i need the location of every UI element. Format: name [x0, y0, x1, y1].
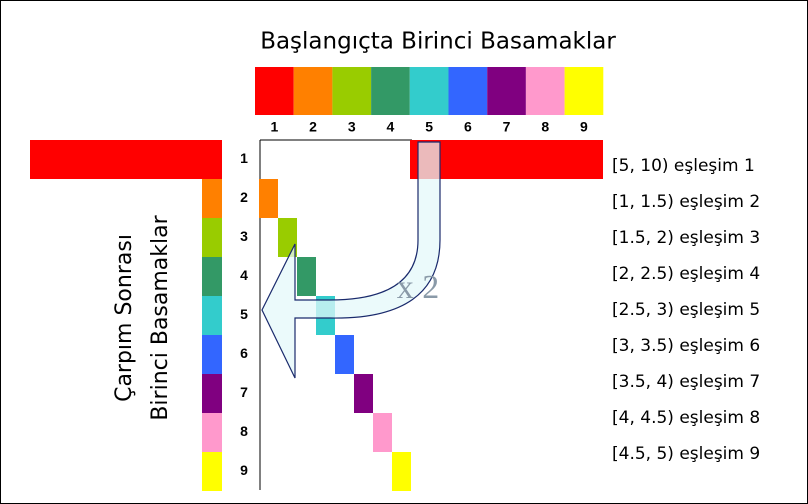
color-cell	[202, 296, 222, 335]
diagonal-cell	[373, 413, 392, 452]
row-number: 1	[240, 150, 248, 166]
color-cell	[202, 374, 222, 413]
row-number: 8	[240, 423, 248, 439]
row-number: 3	[240, 228, 248, 244]
color-cell	[202, 179, 222, 218]
row-number: 2	[240, 189, 248, 205]
match-label: [2, 2.5) eşleşim 4	[612, 264, 760, 284]
diagonal-cell	[392, 452, 411, 491]
diagonal-cell	[259, 179, 278, 218]
color-cell	[202, 452, 222, 491]
diagonal-cell	[278, 218, 297, 257]
diagonal-cell	[335, 335, 354, 374]
vertical-label: Çarpım Sonrası	[112, 234, 137, 402]
column-number: 4	[387, 119, 395, 135]
row-number: 7	[240, 384, 248, 400]
match-label: [1.5, 2) eşleşim 3	[612, 228, 760, 248]
row-bar	[410, 140, 603, 179]
row-number: 5	[240, 306, 248, 322]
match-label: [3.5, 4) eşleşim 7	[612, 372, 760, 392]
color-cell	[255, 67, 294, 115]
row-number: 9	[240, 462, 248, 478]
column-number: 8	[541, 119, 549, 135]
match-label: [2.5, 3) eşleşim 5	[612, 300, 760, 320]
match-label: [3, 3.5) eşleşim 6	[612, 336, 760, 356]
color-cell	[202, 335, 222, 374]
color-cell	[525, 67, 565, 115]
color-cell	[371, 67, 410, 115]
column-number: 9	[580, 119, 588, 135]
row-bar	[30, 140, 222, 179]
vertical-label: Birinci Basamaklar	[148, 214, 173, 420]
match-label: [1, 1.5) eşleşim 2	[612, 192, 760, 212]
match-label: [5, 10) eşleşim 1	[612, 156, 755, 176]
column-number: 7	[503, 119, 511, 135]
color-cell	[409, 67, 449, 115]
diagonal-cell	[354, 374, 373, 413]
diagonal-cell	[297, 257, 316, 296]
column-number: 5	[425, 119, 433, 135]
multiplier: x 2	[397, 269, 440, 306]
column-number: 6	[464, 119, 472, 135]
color-cell	[448, 67, 488, 115]
color-cell	[202, 413, 222, 452]
row-number: 6	[240, 345, 248, 361]
arrow	[261, 141, 441, 379]
color-cell	[202, 257, 222, 296]
color-cell	[487, 67, 526, 115]
color-cell	[332, 67, 372, 115]
match-label: [4.5, 5) eşleşim 9	[612, 444, 760, 464]
column-number: 1	[270, 119, 278, 135]
color-cell	[293, 67, 333, 115]
column-number: 2	[309, 119, 317, 135]
color-cell	[564, 67, 604, 115]
title: Başlangıçta Birinci Basamaklar	[260, 29, 616, 55]
row-number: 4	[240, 267, 248, 283]
match-label: [4, 4.5) eşleşim 8	[612, 408, 760, 428]
column-number: 3	[348, 119, 356, 135]
color-cell	[202, 218, 222, 257]
